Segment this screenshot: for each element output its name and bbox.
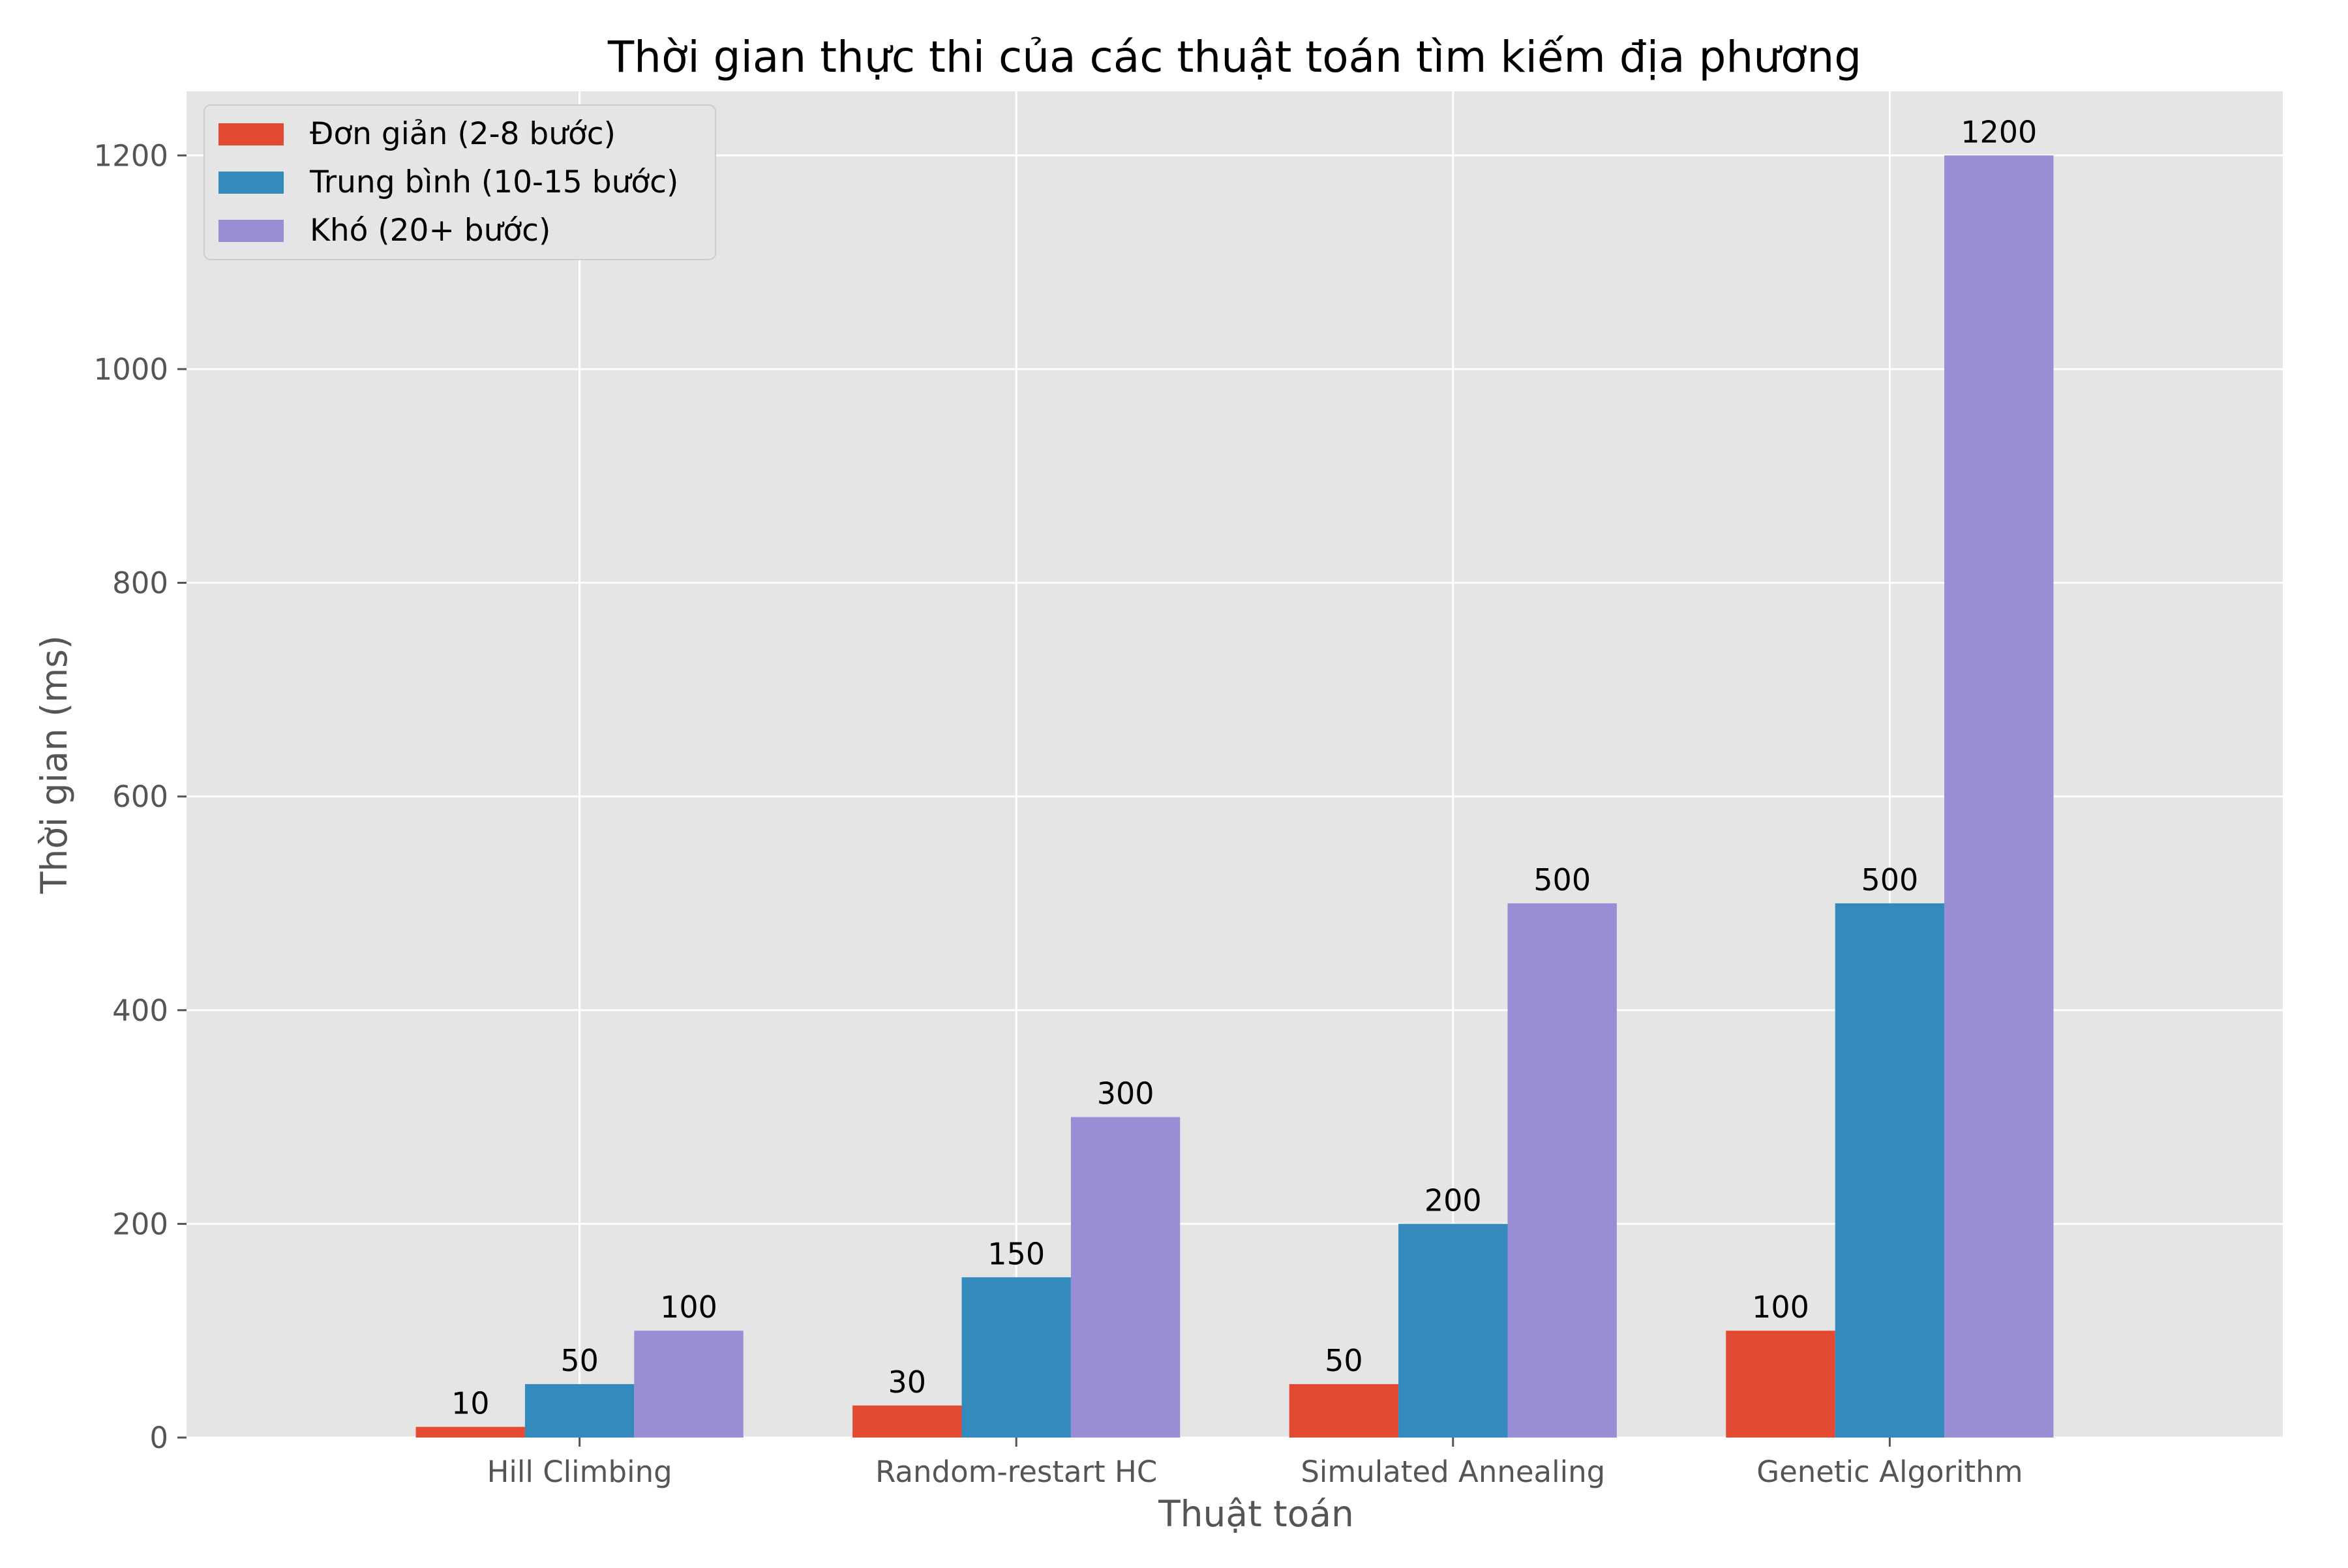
y-tick-label: 0 xyxy=(149,1421,168,1455)
legend-label: Đơn giản (2-8 bước) xyxy=(310,116,616,152)
bar-value-label: 50 xyxy=(1325,1343,1363,1378)
y-tick-label: 1200 xyxy=(93,138,168,173)
data-labels: 10 30 50 100 50 150 200 500 100 300 500 1200 xyxy=(451,114,2037,1421)
bar xyxy=(852,1405,962,1438)
bar xyxy=(1507,903,1617,1438)
y-tick-label: 800 xyxy=(112,566,168,601)
bar-value-label: 1200 xyxy=(1961,114,2037,149)
legend-swatch xyxy=(218,123,284,145)
bar xyxy=(1944,155,2054,1438)
bar-value-label: 200 xyxy=(1424,1183,1482,1218)
bar-value-label: 150 xyxy=(987,1236,1045,1271)
x-tick-label: Random-restart HC xyxy=(875,1455,1157,1489)
legend-label: Khó (20+ bước) xyxy=(310,213,550,249)
y-tick-label: 600 xyxy=(112,779,168,814)
bar-value-label: 300 xyxy=(1097,1076,1154,1111)
legend-swatch xyxy=(218,220,284,242)
bar xyxy=(524,1384,635,1438)
y-axis-ticks: 0 200 400 600 800 1000 1200 xyxy=(93,138,187,1455)
legend: Đơn giản (2-8 bước) Trung bình (10-15 bướ… xyxy=(203,104,716,260)
bar-value-label: 500 xyxy=(1861,862,1918,897)
x-tick-label: Genetic Algorithm xyxy=(1756,1455,2023,1489)
bar-value-label: 100 xyxy=(660,1289,717,1325)
bar xyxy=(1726,1331,1835,1438)
y-tick-label: 1000 xyxy=(93,352,168,387)
bar-value-label: 100 xyxy=(1752,1289,1809,1325)
y-axis-label: Thời gian (ms) xyxy=(33,635,75,894)
bar-value-label: 30 xyxy=(888,1364,927,1400)
y-tick-label: 400 xyxy=(112,993,168,1028)
bar xyxy=(1835,903,1945,1438)
legend-label: Trung bình (10-15 bước) xyxy=(309,164,678,200)
bar-value-label: 50 xyxy=(560,1343,599,1378)
bar xyxy=(1398,1224,1508,1438)
bars xyxy=(415,155,2054,1438)
bar-value-label: 500 xyxy=(1533,862,1591,897)
bar xyxy=(634,1331,744,1438)
legend-swatch xyxy=(218,172,284,194)
chart-title: Thời gian thực thi của các thuật toán tì… xyxy=(607,32,1861,82)
bar-value-label: 10 xyxy=(451,1386,490,1421)
legend-box xyxy=(203,104,716,260)
x-axis-ticks: Hill Climbing Random-restart HC Simulated … xyxy=(487,1438,2023,1489)
bar xyxy=(961,1277,1071,1438)
x-axis-label: Thuật toán xyxy=(1158,1493,1354,1535)
bar xyxy=(1289,1384,1399,1438)
x-tick-label: Simulated Annealing xyxy=(1301,1455,1605,1489)
x-tick-label: Hill Climbing xyxy=(487,1455,672,1489)
bar xyxy=(415,1426,525,1438)
bar xyxy=(1070,1117,1181,1438)
y-tick-label: 200 xyxy=(112,1207,168,1241)
